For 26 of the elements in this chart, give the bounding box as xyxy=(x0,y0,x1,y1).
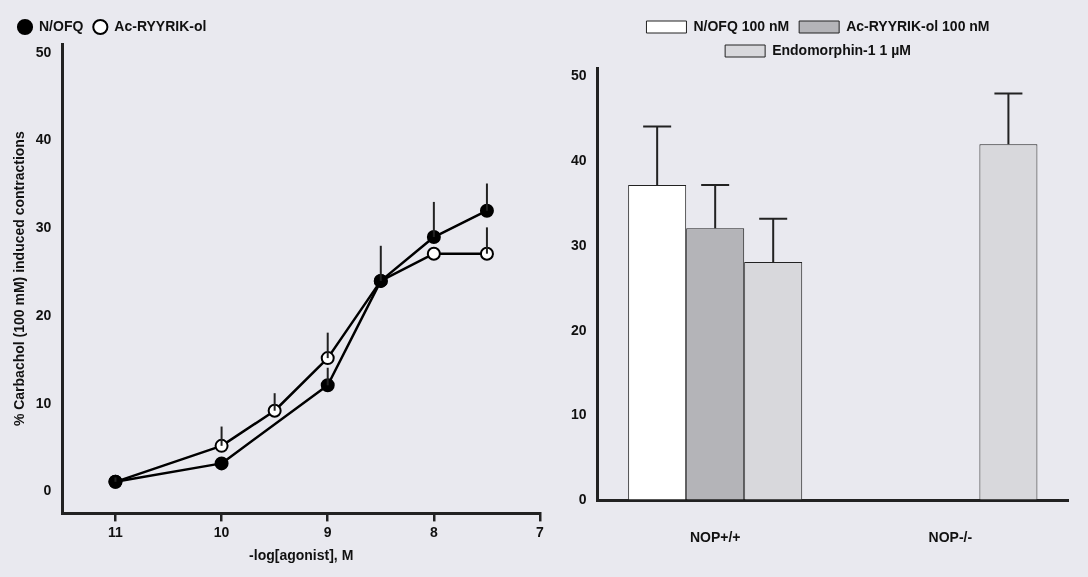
x-tick-label: 7 xyxy=(536,523,545,540)
x-tick-label: 8 xyxy=(429,523,438,540)
legend-label: Ac-RYYRIK-ol xyxy=(114,17,207,34)
y-tick-label: 0 xyxy=(43,482,52,499)
y-tick-label: 10 xyxy=(570,406,587,423)
y-tick-label: 50 xyxy=(35,43,52,60)
y-tick-label: 10 xyxy=(35,394,52,411)
x-tick-label: 9 xyxy=(323,523,332,540)
legend-label: N/OFQ xyxy=(39,17,84,34)
legend-label: N/OFQ 100 nM xyxy=(693,17,790,34)
y-tick-label: 40 xyxy=(35,131,52,148)
y-tick-label: 30 xyxy=(570,236,587,253)
y-tick-label: 30 xyxy=(35,219,52,236)
x-tick-label: NOP-/- xyxy=(928,529,973,546)
y-tick-label: 20 xyxy=(35,306,52,323)
x-tick-label: NOP+/+ xyxy=(689,529,741,546)
y-axis-title: % Carbachol (100 mM) induced contractions xyxy=(11,131,28,427)
x-tick-label: 11 xyxy=(108,523,124,540)
y-tick-label: 20 xyxy=(570,321,587,338)
x-tick-label: 10 xyxy=(213,523,230,540)
y-tick-label: 0 xyxy=(578,491,587,508)
legend-label: Endomorphin-1 1 µM xyxy=(772,41,911,58)
y-tick-label: 50 xyxy=(570,67,587,84)
legend-label: Ac-RYYRIK-ol 100 nM xyxy=(846,17,990,34)
x-axis-title: -log[agonist], M xyxy=(249,547,354,564)
y-tick-label: 40 xyxy=(570,152,587,169)
